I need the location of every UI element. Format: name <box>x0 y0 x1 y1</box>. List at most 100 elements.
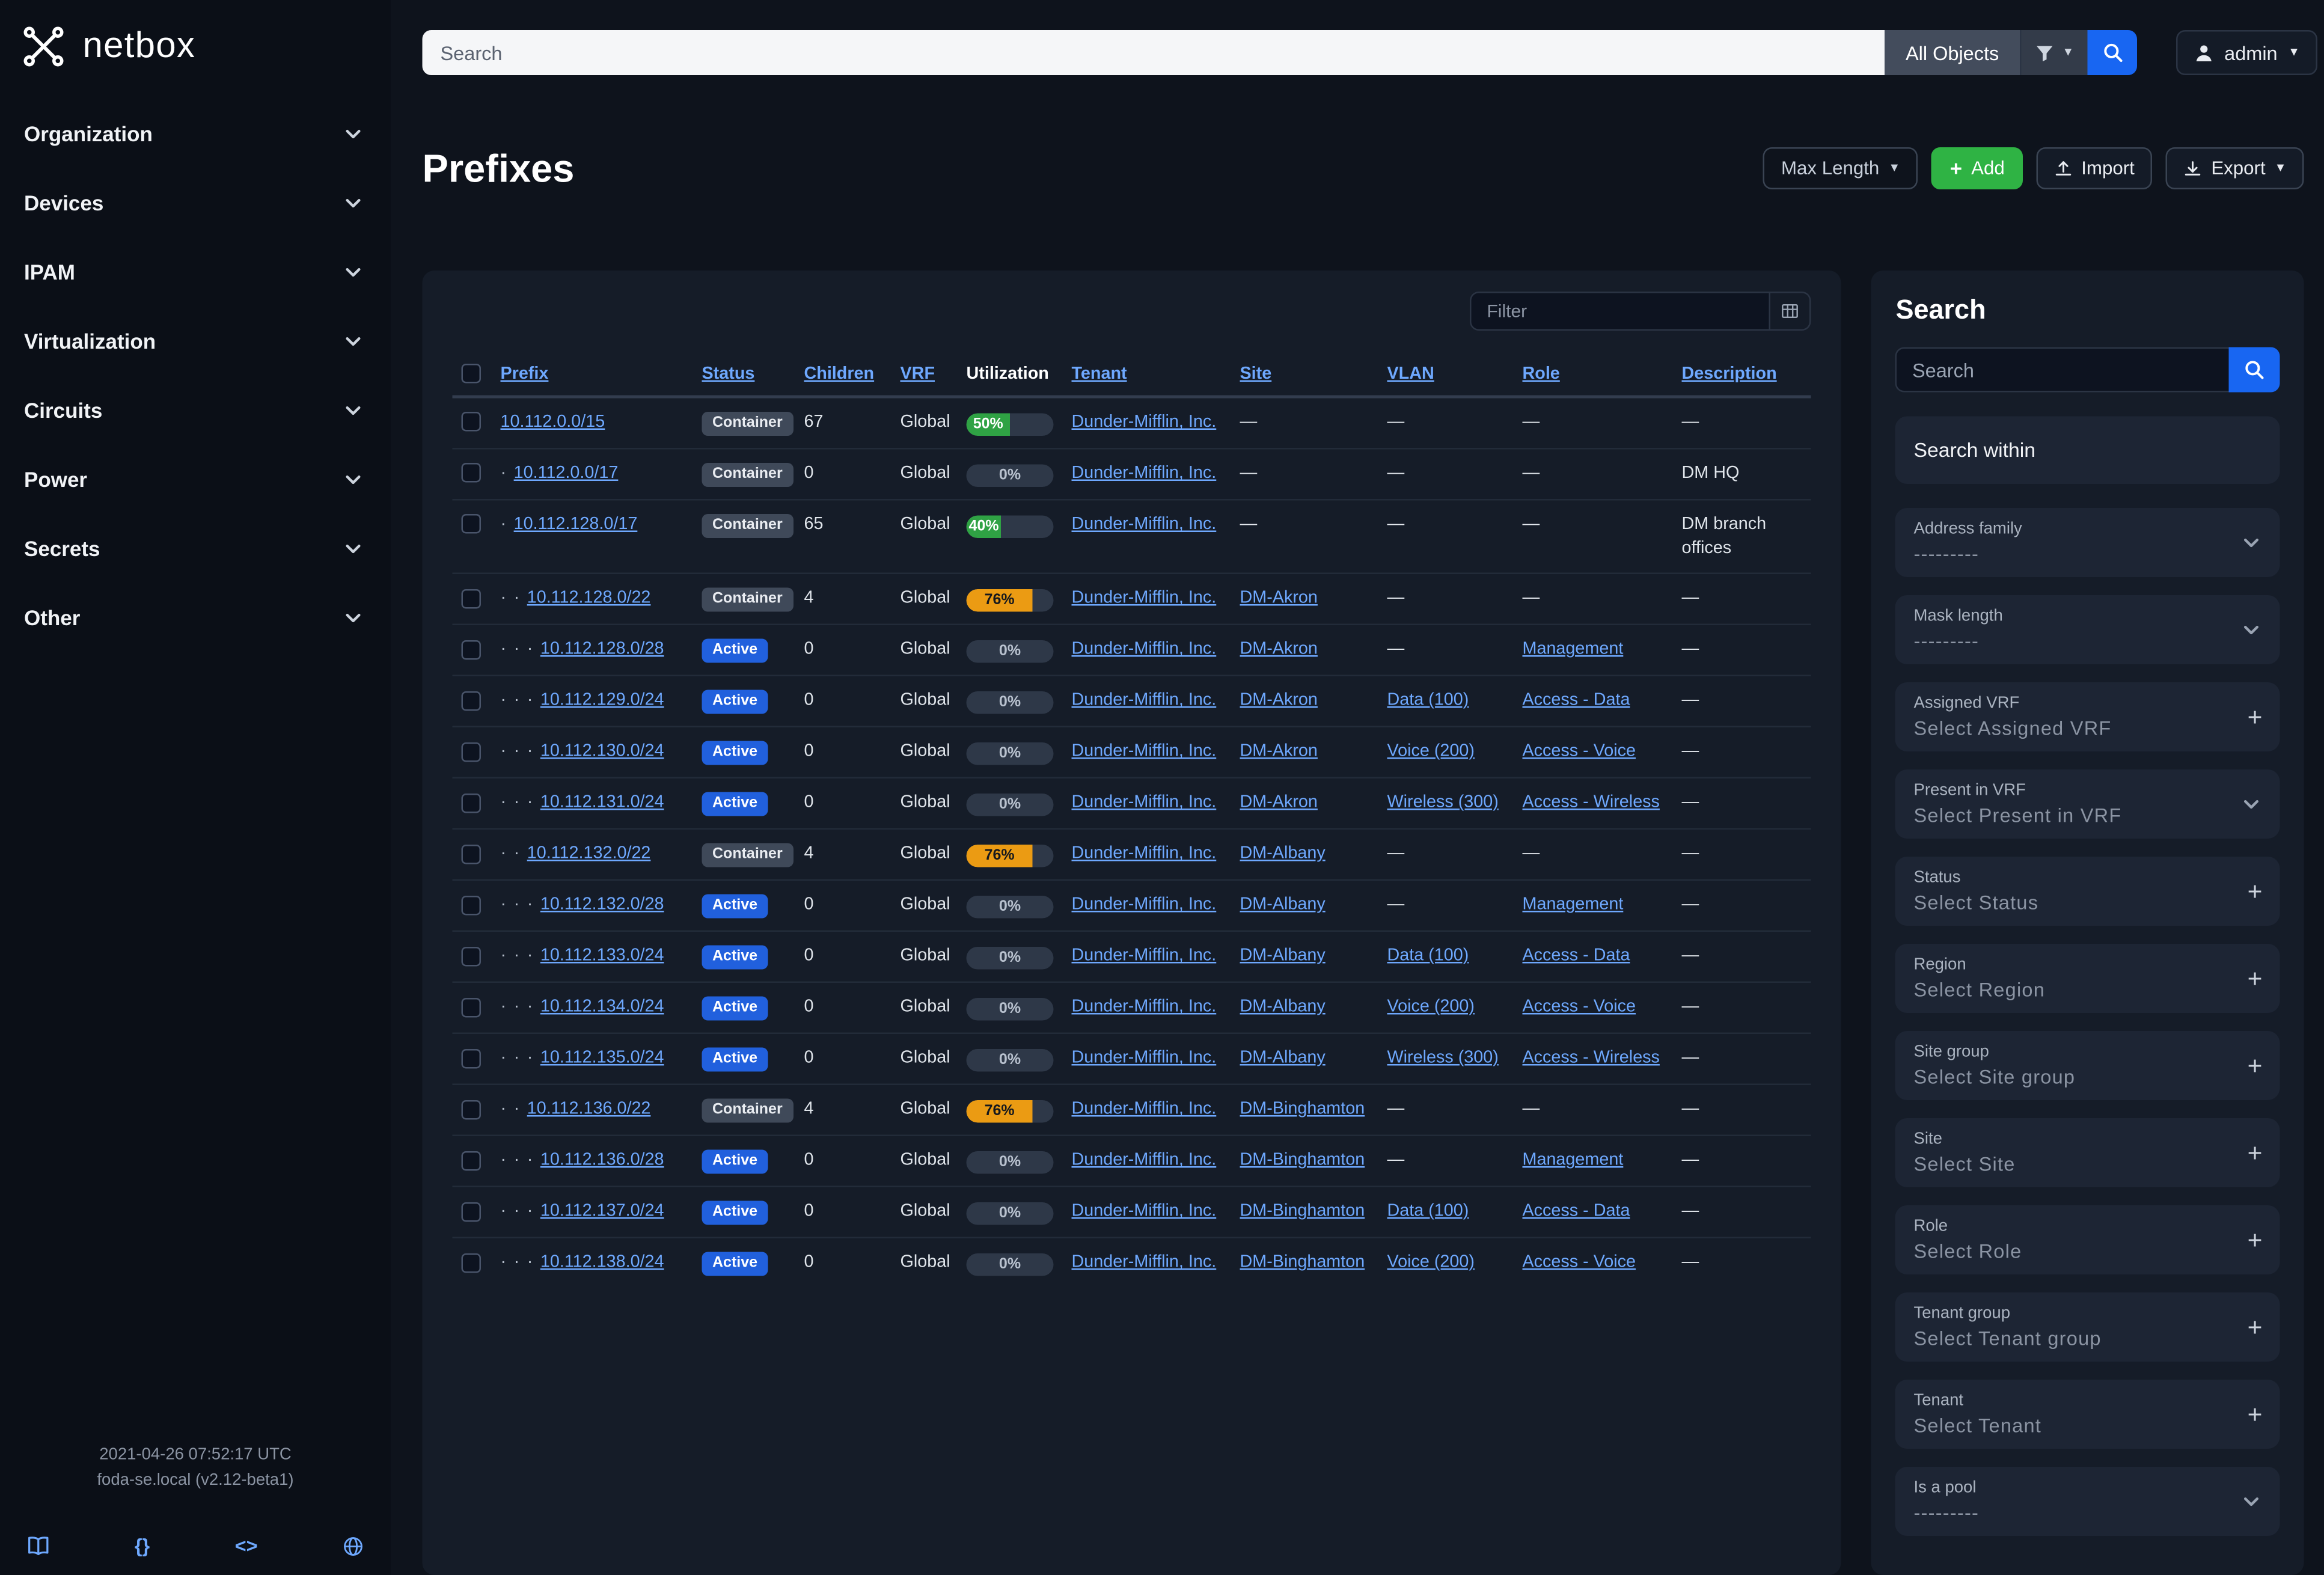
docs-book-icon[interactable] <box>27 1536 50 1556</box>
column-header-children[interactable]: Children <box>804 364 875 383</box>
tenant-link[interactable]: Dunder-Mifflin, Inc. <box>1071 413 1217 432</box>
row-checkbox[interactable] <box>461 895 481 915</box>
site-link[interactable]: DM-Akron <box>1240 691 1318 710</box>
code-icon[interactable]: <> <box>234 1534 258 1558</box>
site-link[interactable]: DM-Albany <box>1240 998 1326 1017</box>
filter-field-site-group[interactable]: Site group Select Site group + <box>1895 1031 2281 1100</box>
filter-field-role[interactable]: Role Select Role + <box>1895 1205 2281 1274</box>
tenant-link[interactable]: Dunder-Mifflin, Inc. <box>1071 1151 1217 1170</box>
row-checkbox[interactable] <box>461 792 481 813</box>
role-link[interactable]: Access - Wireless <box>1522 794 1660 812</box>
filter-field-tenant-group[interactable]: Tenant group Select Tenant group + <box>1895 1292 2281 1362</box>
object-type-select[interactable]: All Objects <box>1884 30 2020 75</box>
export-button[interactable]: Export ▼ <box>2166 147 2305 189</box>
role-link[interactable]: Access - Data <box>1522 691 1630 710</box>
sidebar-item-other[interactable]: Other <box>0 583 391 652</box>
vlan-link[interactable]: Voice (200) <box>1387 1253 1475 1272</box>
column-header-tenant[interactable]: Tenant <box>1071 364 1127 383</box>
column-header-vrf[interactable]: VRF <box>900 364 935 383</box>
sidebar-item-secrets[interactable]: Secrets <box>0 514 391 583</box>
tenant-link[interactable]: Dunder-Mifflin, Inc. <box>1071 1049 1217 1068</box>
prefix-link[interactable]: 10.112.128.0/17 <box>513 515 638 534</box>
filter-field-assigned-vrf[interactable]: Assigned VRF Select Assigned VRF + <box>1895 682 2281 751</box>
prefix-link[interactable]: 10.112.132.0/22 <box>527 845 651 863</box>
row-checkbox[interactable] <box>461 412 481 432</box>
prefix-link[interactable]: 10.112.132.0/28 <box>540 896 664 914</box>
prefix-link[interactable]: 10.112.136.0/22 <box>527 1100 651 1119</box>
tenant-link[interactable]: Dunder-Mifflin, Inc. <box>1071 464 1217 483</box>
row-checkbox[interactable] <box>461 1252 481 1273</box>
site-link[interactable]: DM-Albany <box>1240 896 1326 914</box>
site-link[interactable]: DM-Albany <box>1240 1049 1326 1068</box>
tenant-link[interactable]: Dunder-Mifflin, Inc. <box>1071 794 1217 812</box>
vlan-link[interactable]: Wireless (300) <box>1387 1049 1499 1068</box>
tenant-link[interactable]: Dunder-Mifflin, Inc. <box>1071 1100 1217 1119</box>
site-link[interactable]: DM-Akron <box>1240 589 1318 608</box>
rest-api-braces-icon[interactable]: {} <box>134 1534 150 1558</box>
site-link[interactable]: DM-Binghamton <box>1240 1100 1365 1119</box>
prefix-link[interactable]: 10.112.0.0/17 <box>513 464 619 483</box>
prefix-link[interactable]: 10.112.135.0/24 <box>540 1049 664 1068</box>
sidebar-item-circuits[interactable]: Circuits <box>0 376 391 445</box>
prefix-link[interactable]: 10.112.129.0/24 <box>540 691 664 710</box>
row-checkbox[interactable] <box>461 690 481 711</box>
tenant-link[interactable]: Dunder-Mifflin, Inc. <box>1071 691 1217 710</box>
row-checkbox[interactable] <box>461 588 481 608</box>
column-header-status[interactable]: Status <box>702 364 755 383</box>
vlan-link[interactable]: Data (100) <box>1387 947 1469 965</box>
row-checkbox[interactable] <box>461 1150 481 1170</box>
prefix-link[interactable]: 10.112.133.0/24 <box>540 947 664 965</box>
sidebar-item-virtualization[interactable]: Virtualization <box>0 307 391 376</box>
row-checkbox[interactable] <box>461 741 481 762</box>
row-checkbox[interactable] <box>461 515 481 534</box>
role-link[interactable]: Access - Data <box>1522 947 1630 965</box>
filter-field-is-a-pool[interactable]: Is a pool --------- <box>1895 1467 2281 1536</box>
filter-field-tenant[interactable]: Tenant Select Tenant + <box>1895 1380 2281 1449</box>
table-filter-input[interactable] <box>1470 292 1771 331</box>
column-header-role[interactable]: Role <box>1522 364 1560 383</box>
sidebar-item-ipam[interactable]: IPAM <box>0 237 391 307</box>
prefix-link[interactable]: 10.112.128.0/28 <box>540 640 664 659</box>
prefix-link[interactable]: 10.112.134.0/24 <box>540 998 664 1017</box>
tenant-link[interactable]: Dunder-Mifflin, Inc. <box>1071 1202 1217 1221</box>
site-link[interactable]: DM-Binghamton <box>1240 1202 1365 1221</box>
globe-icon[interactable] <box>343 1535 364 1556</box>
role-link[interactable]: Management <box>1522 1151 1624 1170</box>
site-link[interactable]: DM-Akron <box>1240 794 1318 812</box>
select-all-checkbox[interactable] <box>461 364 481 384</box>
search-within-option[interactable]: Search within <box>1895 416 2281 484</box>
tenant-link[interactable]: Dunder-Mifflin, Inc. <box>1071 515 1217 534</box>
tenant-link[interactable]: Dunder-Mifflin, Inc. <box>1071 845 1217 863</box>
tenant-link[interactable]: Dunder-Mifflin, Inc. <box>1071 589 1217 608</box>
role-link[interactable]: Access - Voice <box>1522 742 1636 761</box>
vlan-link[interactable]: Data (100) <box>1387 691 1469 710</box>
filter-field-region[interactable]: Region Select Region + <box>1895 944 2281 1013</box>
panel-search-button[interactable] <box>2229 347 2281 393</box>
role-link[interactable]: Access - Voice <box>1522 1253 1636 1272</box>
role-link[interactable]: Access - Data <box>1522 1202 1630 1221</box>
site-link[interactable]: DM-Albany <box>1240 947 1326 965</box>
column-header-vlan[interactable]: VLAN <box>1387 364 1434 383</box>
vlan-link[interactable]: Voice (200) <box>1387 998 1475 1017</box>
add-button[interactable]: + Add <box>1931 147 2023 189</box>
site-link[interactable]: DM-Akron <box>1240 640 1318 659</box>
column-header-prefix[interactable]: Prefix <box>500 364 549 383</box>
user-menu[interactable]: admin ▼ <box>2176 30 2318 75</box>
row-checkbox[interactable] <box>461 639 481 659</box>
tenant-link[interactable]: Dunder-Mifflin, Inc. <box>1071 640 1217 659</box>
filter-field-site[interactable]: Site Select Site + <box>1895 1118 2281 1187</box>
filter-field-address-family[interactable]: Address family --------- <box>1895 508 2281 577</box>
sidebar-item-organization[interactable]: Organization <box>0 99 391 168</box>
filter-field-mask-length[interactable]: Mask length --------- <box>1895 595 2281 664</box>
vlan-link[interactable]: Voice (200) <box>1387 742 1475 761</box>
vlan-link[interactable]: Data (100) <box>1387 1202 1469 1221</box>
role-link[interactable]: Management <box>1522 896 1624 914</box>
row-checkbox[interactable] <box>461 463 481 483</box>
role-link[interactable]: Access - Wireless <box>1522 1049 1660 1068</box>
role-link[interactable]: Access - Voice <box>1522 998 1636 1017</box>
filter-field-status[interactable]: Status Select Status + <box>1895 857 2281 926</box>
row-checkbox[interactable] <box>461 1099 481 1119</box>
sidebar-item-power[interactable]: Power <box>0 445 391 514</box>
row-checkbox[interactable] <box>461 997 481 1017</box>
netbox-logo[interactable]: netbox <box>0 0 391 81</box>
